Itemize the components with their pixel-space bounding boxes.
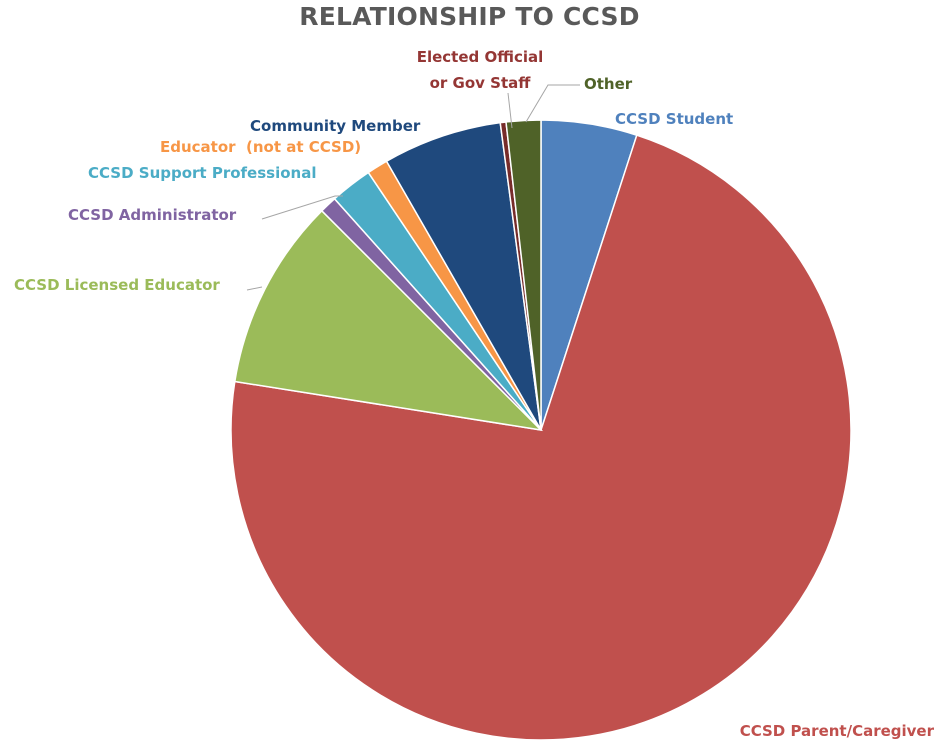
leader-line-other	[525, 84, 580, 123]
leader-line-ccsd-licensed-educator	[246, 286, 263, 291]
data-label-elected-official-or-gov-staff: Elected Official or Gov Staff	[417, 48, 544, 92]
pie-slice-ccsd-licensed-educator	[233, 209, 544, 432]
data-label-ccsd-administrator: CCSD Administrator	[68, 206, 237, 224]
leader-line-elected-official-or-gov-staff	[507, 92, 513, 129]
data-label-community-member: Community Member	[250, 117, 421, 135]
data-label-ccsd-support-professional: CCSD Support Professional	[88, 164, 316, 182]
pie-slice-other	[505, 119, 542, 431]
chart-title: RELATIONSHIP TO CCSD	[299, 2, 640, 31]
data-label-ccsd-licensed-educator: CCSD Licensed Educator	[14, 276, 220, 294]
pie-slice-community-member	[385, 121, 542, 431]
data-label-educator-not-at-ccsd: Educator (not at CCSD)	[160, 138, 361, 156]
data-label-ccsd-student: CCSD Student	[615, 110, 733, 128]
data-label-ccsd-parent-caregiver: CCSD Parent/Caregiver	[740, 722, 935, 740]
leader-line-ccsd-administrator	[261, 195, 343, 220]
pie-slice-ccsd-parent-caregiver	[230, 134, 852, 741]
data-label-other: Other	[584, 75, 633, 93]
